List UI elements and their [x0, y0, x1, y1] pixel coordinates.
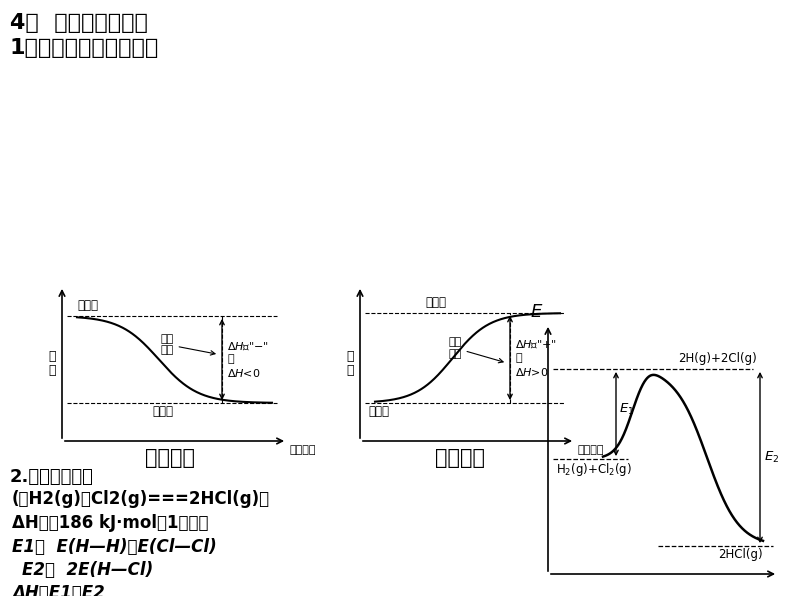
Text: 2HCl(g): 2HCl(g) [718, 548, 762, 561]
Text: 吸收
热量: 吸收 热量 [449, 337, 503, 363]
Text: $E$: $E$ [530, 303, 543, 321]
Text: (以H2(g)＋Cl2(g)===2HCl(g)，: (以H2(g)＋Cl2(g)===2HCl(g)， [12, 490, 270, 508]
Text: 能
量: 能 量 [346, 349, 354, 377]
Text: ΔH＝E1－E2: ΔH＝E1－E2 [12, 584, 105, 596]
Text: ΔH＝－186 kJ·mol－1为例）: ΔH＝－186 kJ·mol－1为例） [12, 514, 209, 532]
Text: 放热反应: 放热反应 [145, 448, 195, 468]
Text: 4：  反应热思维模型: 4： 反应热思维模型 [10, 13, 148, 33]
Text: E1：  E(H—H)＋E(Cl—Cl): E1： E(H—H)＋E(Cl—Cl) [12, 538, 217, 556]
Text: E2：  2E(H—Cl): E2： 2E(H—Cl) [22, 561, 153, 579]
Text: 反应过程: 反应过程 [290, 445, 317, 455]
Text: 1．放热反应和吸热反应: 1．放热反应和吸热反应 [10, 38, 160, 58]
Text: 反应过程: 反应过程 [578, 445, 604, 455]
Text: $E_1$: $E_1$ [619, 402, 634, 417]
Text: 能
量: 能 量 [48, 349, 56, 377]
Text: 放出
热量: 放出 热量 [160, 334, 215, 355]
Text: 2.反应热的本质: 2.反应热的本质 [10, 468, 94, 486]
Text: 生成物: 生成物 [152, 405, 173, 418]
Text: 吸热反应: 吸热反应 [435, 448, 485, 468]
Text: $\Delta H$为"$+$"
或
$\Delta H$>0: $\Delta H$为"$+$" 或 $\Delta H$>0 [515, 339, 557, 378]
Text: $\Delta H$为"$-$"
或
$\Delta H$<0: $\Delta H$为"$-$" 或 $\Delta H$<0 [227, 340, 269, 379]
Text: 2H(g)+2Cl(g): 2H(g)+2Cl(g) [678, 352, 757, 365]
Text: 反应物: 反应物 [77, 299, 98, 312]
Text: 反应物: 反应物 [368, 405, 389, 418]
Text: H$_2$(g)+Cl$_2$(g): H$_2$(g)+Cl$_2$(g) [556, 461, 632, 478]
Text: $E_2$: $E_2$ [764, 450, 779, 465]
Text: 生成物: 生成物 [425, 296, 446, 309]
